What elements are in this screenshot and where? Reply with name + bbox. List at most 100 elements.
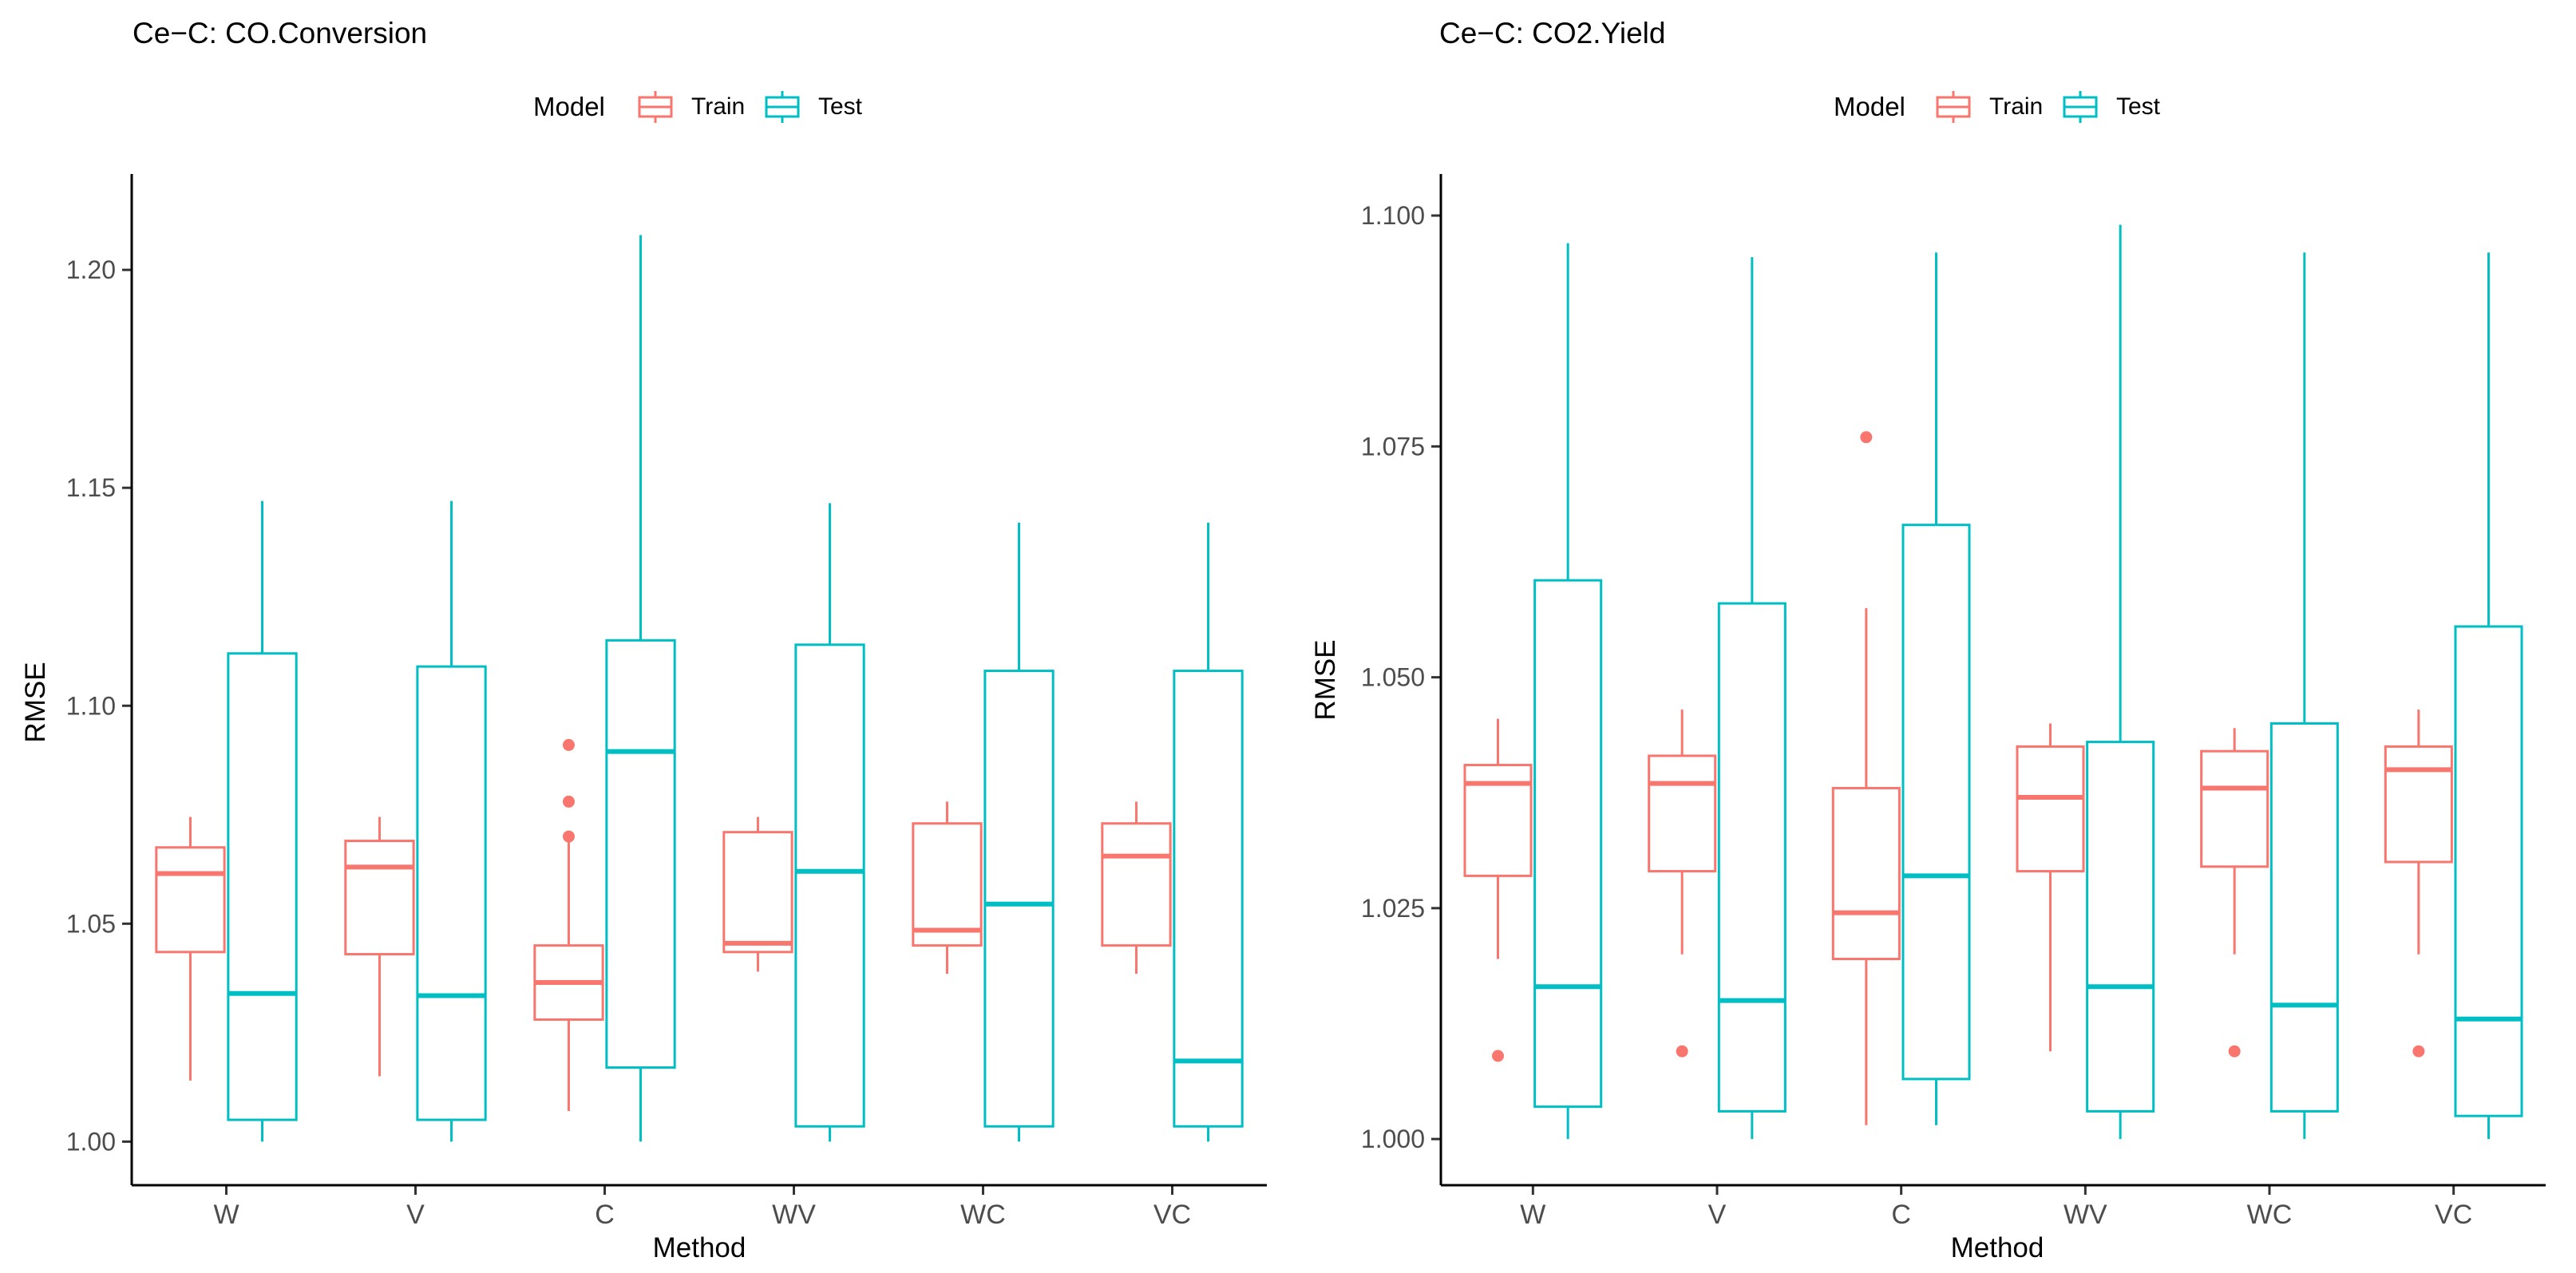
x-tick-label: VC xyxy=(2435,1200,2472,1230)
box-iqr xyxy=(2200,749,2269,868)
x-axis-label: Method xyxy=(653,1232,746,1263)
box-test-v xyxy=(1717,257,1787,1140)
box-iqr xyxy=(2269,721,2339,1113)
chart-title: Ce−C: CO.Conversion xyxy=(133,17,427,49)
box-test-w xyxy=(227,500,298,1142)
y-tick-label: 1.025 xyxy=(1361,894,1425,923)
outlier-point xyxy=(1492,1050,1505,1062)
outlier-point xyxy=(562,830,575,843)
y-tick-label: 1.100 xyxy=(1361,201,1425,230)
y-axis-label: RMSE xyxy=(20,662,51,742)
box-train-c xyxy=(533,738,604,1112)
y-tick-label: 1.075 xyxy=(1361,432,1425,461)
x-tick-label: WC xyxy=(960,1200,1006,1230)
legend-label-test: Test xyxy=(818,93,863,120)
y-ticks: 1.000 1.025 1.050 1.075 1.100 xyxy=(1361,201,1441,1153)
box-iqr xyxy=(794,643,865,1128)
y-tick-label: 1.00 xyxy=(66,1127,116,1156)
box-test-wv xyxy=(2086,224,2155,1140)
box-train-w xyxy=(155,816,226,1081)
box-iqr xyxy=(2016,745,2085,873)
box-iqr xyxy=(1173,670,1244,1128)
boxes xyxy=(1463,224,2523,1140)
box-iqr xyxy=(1533,579,1603,1109)
box-test-c xyxy=(605,235,676,1142)
y-ticks: 1.00 1.05 1.10 1.15 1.20 xyxy=(66,255,132,1156)
box-test-c xyxy=(1901,252,1971,1125)
outlier-point xyxy=(2412,1045,2425,1058)
y-tick-label: 1.000 xyxy=(1361,1125,1425,1153)
outlier-point xyxy=(1860,431,1873,444)
box-iqr xyxy=(344,840,415,956)
x-tick-label: WV xyxy=(2064,1200,2107,1230)
y-tick-label: 1.050 xyxy=(1361,663,1425,692)
boxes xyxy=(155,235,1244,1142)
legend-label-train: Train xyxy=(1989,93,2043,120)
chart-title: Ce−C: CO2.Yield xyxy=(1439,17,1665,49)
legend-title: Model xyxy=(1834,92,1905,121)
legend-title: Model xyxy=(533,92,605,121)
legend-key-train xyxy=(638,91,673,123)
legend-label-test: Test xyxy=(2116,93,2161,120)
x-tick-label: V xyxy=(406,1200,425,1230)
box-iqr xyxy=(1901,524,1971,1081)
outlier-point xyxy=(2228,1045,2241,1058)
y-tick-label: 1.15 xyxy=(66,473,116,502)
x-tick-label: WV xyxy=(772,1200,816,1230)
box-test-wc xyxy=(2269,252,2339,1140)
box-iqr xyxy=(1717,602,1787,1113)
x-tick-label: V xyxy=(1708,1200,1727,1230)
x-ticks: W V C WV WC VC xyxy=(1520,1185,2472,1230)
box-iqr xyxy=(227,652,298,1121)
box-iqr xyxy=(2454,625,2523,1117)
box-test-wc xyxy=(983,522,1055,1142)
x-tick-label: C xyxy=(1891,1200,1911,1230)
chart-panel-co-conversion: Ce−C: CO.Conversion Model Train Test 1.0… xyxy=(20,17,1267,1263)
legend: Model Train Test xyxy=(533,91,863,123)
box-train-wc xyxy=(2200,728,2269,1058)
box-iqr xyxy=(2384,745,2453,864)
y-tick-label: 1.20 xyxy=(66,255,116,284)
box-train-wc xyxy=(912,801,983,975)
x-axis-label: Method xyxy=(1951,1232,2044,1263)
legend-key-test xyxy=(2063,91,2098,123)
y-tick-label: 1.05 xyxy=(66,909,116,938)
outlier-point xyxy=(1676,1045,1688,1058)
x-tick-label: WC xyxy=(2247,1200,2293,1230)
outlier-point xyxy=(562,795,575,808)
box-train-wv xyxy=(2016,723,2085,1052)
outlier-point xyxy=(562,738,575,751)
box-test-v xyxy=(416,500,487,1142)
x-tick-label: C xyxy=(595,1200,615,1230)
box-test-vc xyxy=(1173,522,1244,1142)
box-iqr xyxy=(722,831,793,954)
box-iqr xyxy=(2086,741,2155,1113)
box-iqr xyxy=(1648,754,1717,873)
box-iqr xyxy=(1831,786,1901,961)
box-iqr xyxy=(1101,822,1172,947)
y-axis-label: RMSE xyxy=(1310,639,1341,720)
box-iqr xyxy=(416,665,487,1121)
box-test-vc xyxy=(2454,252,2523,1140)
x-tick-label: W xyxy=(213,1200,239,1230)
box-train-c xyxy=(1831,431,1901,1125)
chart-panel-co2-yield: Ce−C: CO2.Yield Model Train Test 1.0001.… xyxy=(1310,17,2546,1263)
box-train-v xyxy=(1648,710,1717,1058)
legend-key-test xyxy=(765,91,800,123)
x-tick-label: VC xyxy=(1153,1200,1191,1230)
box-iqr xyxy=(155,846,226,954)
box-iqr xyxy=(912,822,983,947)
box-test-w xyxy=(1533,243,1603,1140)
legend: Model Train Test xyxy=(1834,91,2161,123)
box-train-v xyxy=(344,816,415,1077)
box-iqr xyxy=(983,670,1055,1128)
y-tick-label: 1.10 xyxy=(66,691,116,720)
x-tick-label: W xyxy=(1520,1200,1545,1230)
box-test-wv xyxy=(794,503,865,1142)
legend-key-train xyxy=(1936,91,1971,123)
box-iqr xyxy=(605,638,676,1069)
legend-label-train: Train xyxy=(691,93,745,120)
box-train-w xyxy=(1463,718,1533,1062)
box-train-vc xyxy=(2384,710,2453,1058)
